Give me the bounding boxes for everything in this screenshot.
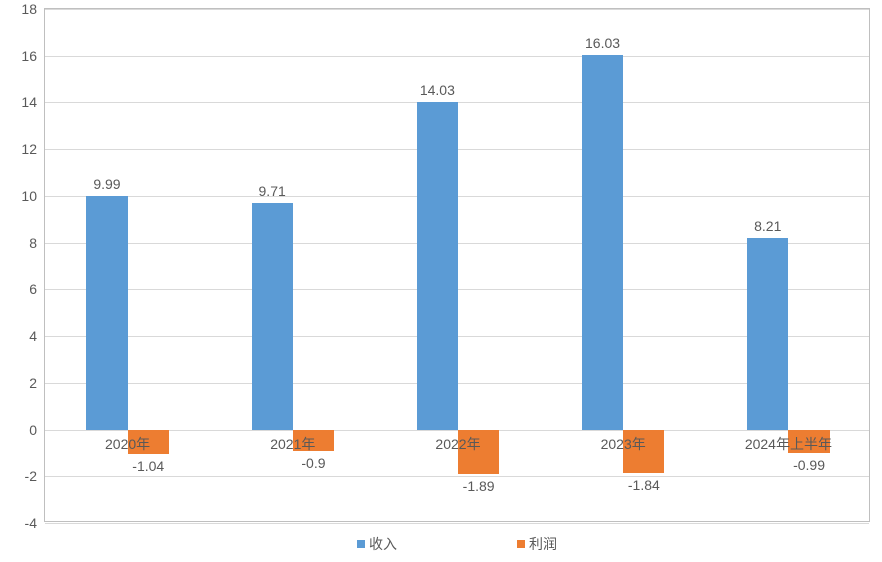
category-label: 2024年上半年 [745, 434, 832, 454]
y-tick-label: 6 [29, 281, 45, 297]
y-tick-label: -4 [25, 515, 45, 531]
y-tick-label: 8 [29, 235, 45, 251]
data-label: 16.03 [585, 35, 620, 51]
y-tick-label: 10 [21, 188, 45, 204]
data-label: 8.21 [754, 218, 781, 234]
legend-label: 收入 [369, 534, 397, 554]
y-tick-label: 0 [29, 422, 45, 438]
legend: 收入 利润 [44, 534, 870, 554]
plot-area: -4-20246810121416189.99-1.042020年9.71-0.… [44, 8, 870, 522]
data-label: -1.84 [628, 477, 660, 493]
data-label: 9.99 [93, 176, 120, 192]
data-label: 14.03 [420, 82, 455, 98]
bar-revenue [86, 196, 127, 429]
category-label: 2022年 [435, 434, 480, 454]
category-label: 2021年 [270, 434, 315, 454]
data-label: -0.9 [301, 455, 325, 471]
data-label: 9.71 [259, 183, 286, 199]
bar-revenue [747, 238, 788, 430]
bars-layer: 9.99 -1.04 2020年 9.71 -0.92021年 14.03 -1.89 202… [45, 9, 869, 521]
bar-chart: -4 -2 0 2 4 6 8 10 12 14 16 18 9.99 -1.04 2020年 9.71 -0.… [0, 0, 882, 562]
category-label: 2020年 [105, 434, 150, 454]
y-tick-label: 4 [29, 328, 45, 344]
bar-revenue [417, 102, 458, 430]
legend-swatch [517, 540, 525, 548]
bar-revenue [582, 55, 623, 430]
gridline [45, 523, 869, 524]
y-tick-label: 14 [21, 94, 45, 110]
data-label: -1.89 [463, 478, 495, 494]
y-tick-label: 2 [29, 375, 45, 391]
data-label: -0.99 [793, 457, 825, 473]
bar-revenue [252, 203, 293, 430]
legend-item: 收入 [357, 534, 397, 554]
category-label: 2023年 [601, 434, 646, 454]
y-tick-label: 12 [21, 141, 45, 157]
legend-label: 利润 [529, 534, 557, 554]
data-label: -1.04 [132, 458, 164, 474]
y-tick-label: 16 [21, 48, 45, 64]
y-tick-label: -2 [25, 468, 45, 484]
legend-swatch [357, 540, 365, 548]
y-tick-label: 18 [21, 1, 45, 17]
legend-item: 利润 [517, 534, 557, 554]
